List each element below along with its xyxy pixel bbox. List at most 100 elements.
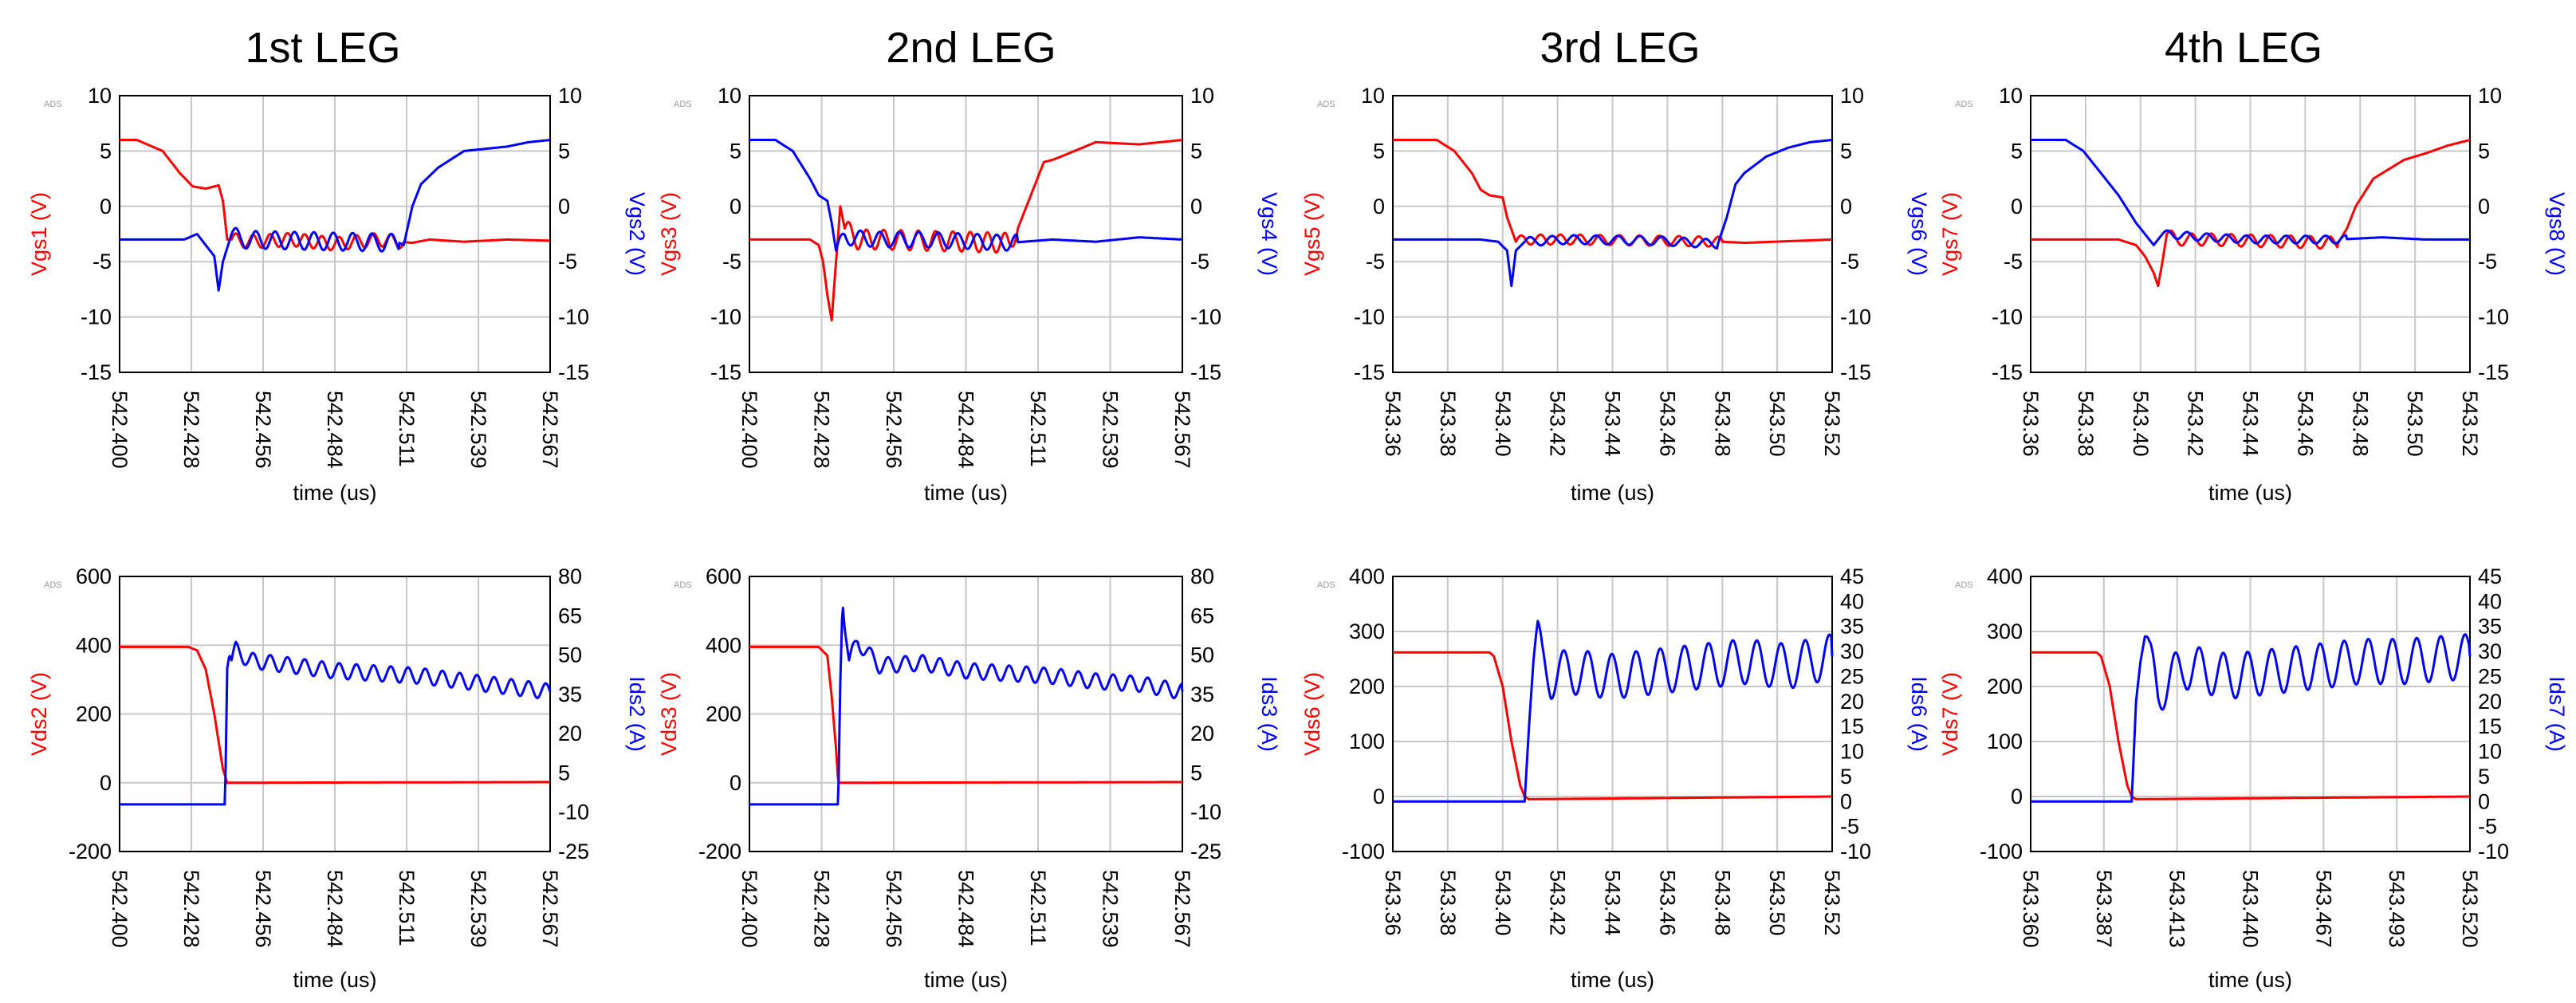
right-tick-label: -10 <box>1840 840 1871 863</box>
series-vds2-line <box>119 645 551 785</box>
left-tick-label: 5 <box>730 139 741 163</box>
x-tick-label: 542.484 <box>954 870 978 948</box>
left-tick-label: 600 <box>76 564 112 588</box>
right-tick-label: -10 <box>1190 305 1221 329</box>
left-tick-label: 0 <box>2011 195 2023 218</box>
x-tick-label: 543.46 <box>1655 870 1679 936</box>
x-tick-label: 543.48 <box>2348 391 2372 457</box>
right-tick-label: 80 <box>1190 564 1214 588</box>
left-tick-label: -15 <box>81 360 112 384</box>
right-tick-label: 20 <box>2478 690 2502 714</box>
right-tick-label: 20 <box>558 722 582 745</box>
x-tick-label: 543.52 <box>2458 391 2482 457</box>
left-tick-label: -10 <box>710 305 741 329</box>
x-tick-label: 542.539 <box>466 391 490 469</box>
series-vgs3-line <box>749 139 1183 322</box>
right-tick-label: -10 <box>558 305 589 329</box>
left-tick-label: 10 <box>88 84 112 108</box>
right-tick-label: 45 <box>1840 564 1864 588</box>
left-tick-label: 0 <box>100 195 112 218</box>
x-tick-label: 542.511 <box>395 391 419 467</box>
right-tick-label: -15 <box>2478 360 2509 384</box>
x-tick-label: 543.44 <box>1601 391 1625 457</box>
ads-badge: ADS <box>674 580 692 590</box>
x-tick-label: 543.520 <box>2458 870 2482 948</box>
x-axis-label: time (us) <box>924 968 1008 992</box>
x-tick-label: 543.38 <box>1436 870 1460 936</box>
leg-title: 3rd LEG <box>1540 24 1700 72</box>
x-tick-label: 542.400 <box>108 391 132 469</box>
right-tick-label: 50 <box>558 643 582 667</box>
gate-chart: ADS 10 5 0 -5 -10 -15 10 5 0 -5 -10 -15 542.400 542.42… <box>657 84 1281 505</box>
right-tick-label: 50 <box>1190 643 1214 667</box>
left-tick-label: -100 <box>1342 840 1385 863</box>
right-axis-label: Vgs4 (V) <box>1257 192 1281 276</box>
left-tick-label: 200 <box>1987 675 2023 698</box>
x-tick-label: 542.567 <box>1170 870 1194 948</box>
right-tick-label: -15 <box>1190 360 1221 384</box>
series-ids3-line <box>749 606 1184 806</box>
right-tick-label: -10 <box>1840 305 1871 329</box>
drain-chart: ADS 4003002001000-100454035302520151050-5… <box>1938 564 2569 992</box>
right-tick-label: 5 <box>1840 139 1852 163</box>
right-tick-label: 15 <box>2478 714 2502 738</box>
x-tick-label: 542.400 <box>108 870 132 948</box>
left-tick-label: 10 <box>718 84 741 108</box>
x-tick-label: 543.36 <box>1381 391 1405 457</box>
right-tick-label: 0 <box>2478 789 2490 813</box>
left-tick-label: 5 <box>100 139 112 163</box>
left-tick-label: 200 <box>706 702 741 726</box>
right-tick-label: 5 <box>558 139 570 163</box>
right-tick-label: -10 <box>1190 800 1221 824</box>
right-tick-label: -15 <box>558 360 589 384</box>
drain-chart: ADS 600 400 200 0 -200 80 65 50 35 20 5 -10 -25 542.40… <box>657 564 1281 992</box>
series-vgs7-line <box>2030 139 2471 288</box>
x-tick-label: 543.44 <box>1601 870 1625 936</box>
left-tick-label: 600 <box>706 564 741 588</box>
series-ids2-line <box>119 640 552 806</box>
x-tick-label: 542.511 <box>1026 870 1050 946</box>
x-tick-label: 543.467 <box>2311 870 2335 948</box>
left-axis-label: Vds6 (V) <box>1300 672 1324 756</box>
right-tick-label: 35 <box>558 682 582 706</box>
gate-chart: ADS 10 5 0 -5 -10 -15 10 5 0 -5 -10 -15 542.400 542.42… <box>27 84 649 505</box>
ads-badge: ADS <box>44 100 62 109</box>
x-tick-label: 543.42 <box>1546 870 1570 936</box>
series-vgs6-line <box>1392 139 1833 288</box>
left-tick-label: 300 <box>1349 620 1385 643</box>
plot-frame <box>119 576 551 852</box>
right-tick-label: 30 <box>2478 639 2502 663</box>
left-tick-label: 0 <box>100 771 112 795</box>
right-tick-label: 10 <box>2478 84 2502 108</box>
x-tick-label: 543.38 <box>1436 391 1460 457</box>
left-tick-label: -10 <box>1354 305 1385 329</box>
left-axis-label: Vgs7 (V) <box>1938 192 1962 276</box>
left-tick-label: -5 <box>722 250 741 273</box>
ads-badge: ADS <box>674 100 692 109</box>
right-tick-label: 0 <box>1840 789 1852 813</box>
right-tick-label: 10 <box>1840 84 1864 108</box>
right-tick-label: 10 <box>1840 740 1864 764</box>
series-ids6-line <box>1392 620 1834 803</box>
series-ids7-line <box>2030 633 2472 803</box>
left-tick-label: 100 <box>1349 730 1385 753</box>
right-tick-label: 30 <box>1840 639 1864 663</box>
left-tick-label: -10 <box>1992 305 2023 329</box>
right-axis-label: Vgs2 (V) <box>625 192 649 276</box>
x-tick-label: 542.567 <box>538 391 562 469</box>
left-tick-label: 5 <box>2011 139 2023 163</box>
x-tick-label: 543.387 <box>2092 870 2116 948</box>
plot-frame <box>749 95 1183 373</box>
left-tick-label: 200 <box>76 702 112 726</box>
series-vds7-line <box>2030 651 2471 800</box>
right-axis-label: Vgs8 (V) <box>2545 192 2569 276</box>
left-axis-label: Vds3 (V) <box>657 672 681 756</box>
x-tick-label: 542.511 <box>1026 391 1050 467</box>
x-tick-label: 542.539 <box>1099 870 1123 948</box>
right-tick-label: 0 <box>558 195 570 218</box>
right-tick-label: -15 <box>1840 360 1871 384</box>
right-tick-label: 5 <box>558 761 570 785</box>
left-axis-label: Vds2 (V) <box>27 672 51 756</box>
